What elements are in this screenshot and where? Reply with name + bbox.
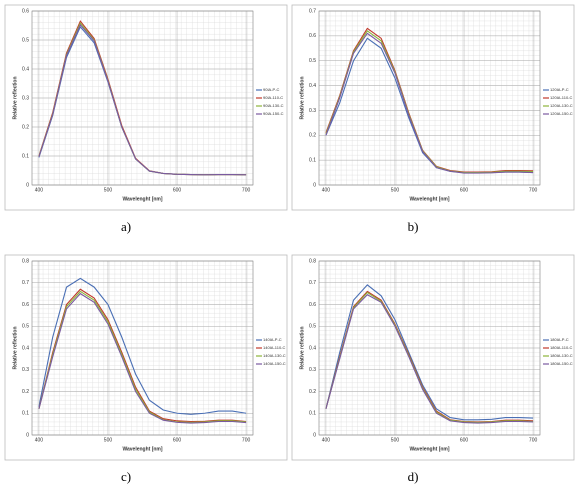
y-tick-label: 0.3: [309, 108, 316, 114]
x-tick-label: 700: [242, 187, 251, 193]
legend-label: 120IA-150-C: [550, 111, 573, 116]
legend-label: 90IA-P-C: [263, 87, 280, 92]
legend-label: 140IA-P-C: [263, 337, 282, 342]
x-tick-label: 500: [104, 437, 113, 443]
y-axis-title: Relative reflection: [299, 76, 305, 119]
y-tick-label: 0.7: [309, 8, 316, 14]
legend-label: 120IA-130-C: [550, 103, 573, 108]
y-tick-label: 0.5: [309, 324, 316, 330]
data-line: [38, 277, 247, 415]
plot-frame: [31, 10, 254, 186]
x-tick-label: 400: [35, 187, 44, 193]
caption: c): [121, 469, 131, 484]
y-tick-label: 0.6: [309, 33, 316, 39]
x-axis-title: Wavelenght [nm]: [409, 446, 449, 452]
x-tick-label: 500: [391, 187, 400, 193]
y-tick-label: 0: [26, 182, 29, 188]
legend-label: 140IA-110-C: [263, 345, 285, 350]
x-tick-label: 500: [391, 437, 400, 443]
panel-frame: [4, 254, 288, 461]
panel-frame: [291, 254, 575, 461]
plot-frame: [318, 10, 541, 186]
caption: d): [408, 469, 419, 484]
x-tick-label: 600: [460, 187, 469, 193]
y-tick-label: 0.5: [22, 324, 29, 330]
legend-label: 180IA-110-C: [550, 345, 572, 350]
x-tick-label: 700: [529, 437, 538, 443]
y-tick-label: 0.3: [22, 95, 29, 101]
legend-label: 90IA-150-C: [263, 111, 284, 116]
legend-label: 180IA-P-C: [550, 337, 569, 342]
x-tick-label: 400: [322, 437, 331, 443]
y-tick-label: 0.4: [22, 66, 29, 72]
legend-label: 90IA-130-C: [263, 103, 284, 108]
plot-frame: [31, 260, 254, 436]
x-tick-label: 700: [529, 187, 538, 193]
panel-frame: [291, 4, 575, 211]
chart-panel: 0 0.1 0.2 0.3 0.4 0.5 0.6 0.7 0.8 400 500 600 700 Wav…: [4, 254, 288, 484]
y-tick-label: 0.1: [22, 411, 29, 417]
y-tick-label: 0.4: [22, 345, 29, 351]
x-tick-label: 600: [460, 437, 469, 443]
y-tick-label: 0.2: [309, 389, 316, 395]
x-axis-title: Wavelenght [nm]: [122, 196, 162, 202]
y-tick-label: 0.8: [309, 258, 316, 264]
caption: a): [121, 219, 131, 234]
y-tick-label: 0.5: [22, 37, 29, 43]
data-line: [38, 292, 247, 424]
legend-label: 120IA-P-C: [550, 87, 569, 92]
y-tick-label: 0.5: [309, 58, 316, 64]
data-line: [38, 290, 247, 423]
y-tick-label: 0.7: [309, 280, 316, 286]
plot-frame: [318, 260, 541, 436]
data-line: [325, 32, 534, 174]
y-tick-label: 0.8: [22, 258, 29, 264]
panel-frame: [4, 4, 288, 211]
y-tick-label: 0.1: [309, 157, 316, 163]
legend-label: 140IA-130-C: [263, 353, 286, 358]
legend-label: 180IA-130-C: [550, 353, 573, 358]
legend-label: 180IA-150-C: [550, 361, 573, 366]
y-axis-title: Relative reflection: [299, 326, 305, 369]
x-tick-label: 400: [322, 187, 331, 193]
caption: b): [408, 219, 419, 234]
chart-panel: 0 0.1 0.2 0.3 0.4 0.5 0.6 0.7 400 500 600 700 Wavele…: [291, 4, 575, 234]
x-axis-title: Wavelenght [nm]: [122, 446, 162, 452]
y-tick-label: 0.6: [22, 302, 29, 308]
y-tick-label: 0.1: [22, 153, 29, 159]
y-tick-label: 0.2: [309, 133, 316, 139]
legend-label: 90IA-110-C: [263, 95, 283, 100]
y-tick-label: 0: [26, 432, 29, 438]
x-tick-label: 600: [173, 187, 182, 193]
y-tick-label: 0.3: [22, 367, 29, 373]
y-axis-title: Relative reflection: [12, 76, 18, 119]
y-tick-label: 0.6: [22, 8, 29, 14]
y-tick-label: 0.2: [22, 124, 29, 130]
y-tick-label: 0.2: [22, 389, 29, 395]
x-axis-title: Wavelenght [nm]: [409, 196, 449, 202]
y-tick-label: 0.3: [309, 367, 316, 373]
y-tick-label: 0: [313, 182, 316, 188]
data-line: [38, 23, 247, 176]
y-tick-label: 0.7: [22, 280, 29, 286]
data-line: [38, 288, 247, 423]
y-axis-title: Relative reflection: [12, 326, 18, 369]
x-tick-label: 600: [173, 437, 182, 443]
y-tick-label: 0.1: [309, 411, 316, 417]
y-tick-label: 0.6: [309, 302, 316, 308]
x-tick-label: 500: [104, 187, 113, 193]
x-tick-label: 400: [35, 437, 44, 443]
y-tick-label: 0.4: [309, 345, 316, 351]
data-line: [325, 284, 534, 421]
y-tick-label: 0: [313, 432, 316, 438]
legend-label: 140IA-150-C: [263, 361, 286, 366]
data-line: [325, 294, 534, 424]
legend-label: 120IA-110-C: [550, 95, 572, 100]
x-tick-label: 700: [242, 437, 251, 443]
chart-panel: 0 0.1 0.2 0.3 0.4 0.5 0.6 400 500 600 700 Wavelengh…: [4, 4, 288, 234]
chart-panel: 0 0.1 0.2 0.3 0.4 0.5 0.6 0.7 0.8 400 500 600 700 Wav…: [291, 254, 575, 484]
y-tick-label: 0.4: [309, 83, 316, 89]
